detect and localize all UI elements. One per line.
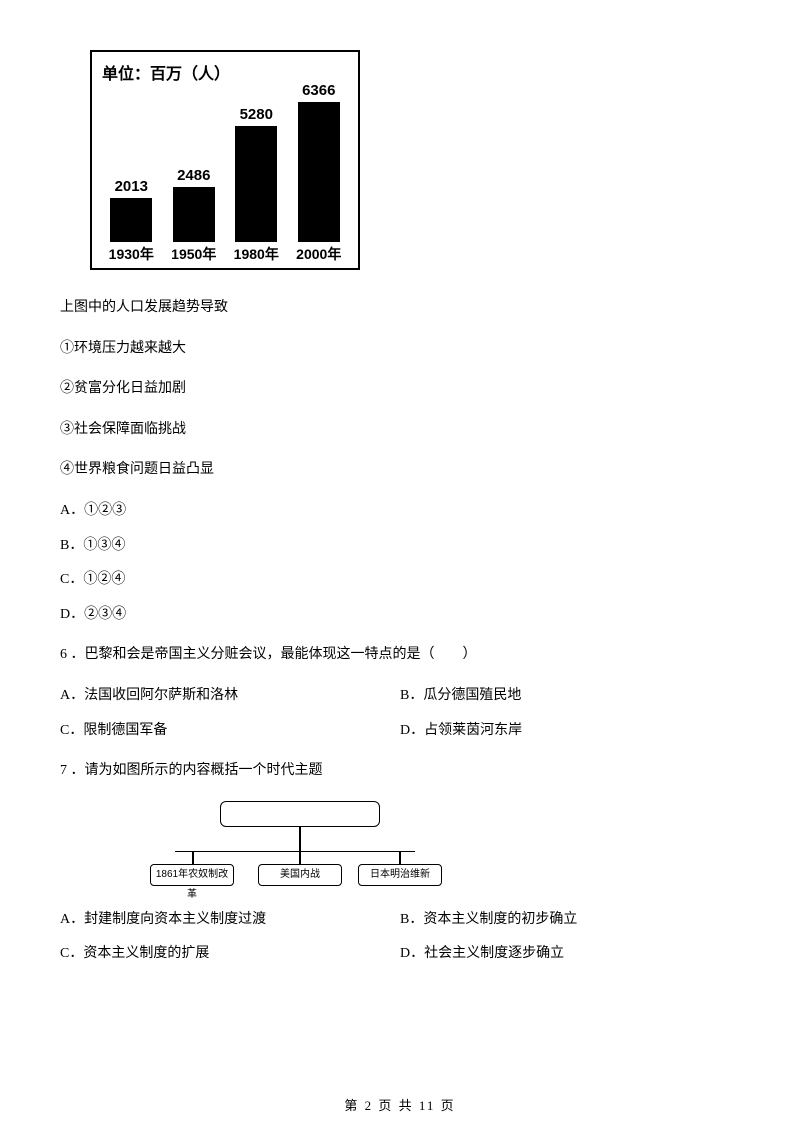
q5-line-1: ①环境压力越来越大 xyxy=(60,336,740,363)
bar-label-3: 2000年 xyxy=(293,244,345,264)
diagram-box-1: 1861年农奴制改革 xyxy=(150,864,234,886)
q6-option-C: C．限制德国军备 xyxy=(60,718,400,745)
diagram-box-2: 美国内战 xyxy=(258,864,342,886)
bar-rect-2 xyxy=(235,126,277,242)
q6-stem: 6 ．巴黎和会是帝国主义分赃会议，最能体现这一特点的是（ ） xyxy=(60,642,740,669)
q6-option-A: A．法国收回阿尔萨斯和洛林 xyxy=(60,683,400,710)
q7-option-C: C．资本主义制度的扩展 xyxy=(60,941,400,968)
q7-diagram: 1861年农奴制改革 美国内战 日本明治维新 xyxy=(160,801,440,891)
q5-option-A: A．①②③ xyxy=(60,498,740,525)
q6-options-row-1: A．法国收回阿尔萨斯和洛林 B．瓜分德国殖民地 xyxy=(60,683,740,710)
bar-0: 2013 xyxy=(105,178,157,242)
bar-3: 6366 xyxy=(293,82,345,242)
page-footer: 第 2 页 共 11 页 xyxy=(0,1095,800,1114)
q7-options-row-1: A．封建制度向资本主义制度过渡 B．资本主义制度的初步确立 xyxy=(60,907,740,934)
q5-option-C: C．①②④ xyxy=(60,567,740,594)
diagram-vline-1 xyxy=(192,851,194,865)
diagram-box-3: 日本明治维新 xyxy=(358,864,442,886)
q7-option-B: B．资本主义制度的初步确立 xyxy=(400,907,577,934)
diagram-vline-2 xyxy=(299,851,301,865)
bar-value-3: 6366 xyxy=(302,82,335,99)
q5-stem: 上图中的人口发展趋势导致 xyxy=(60,295,740,322)
bar-value-1: 2486 xyxy=(177,167,210,184)
bar-label-1: 1950年 xyxy=(168,244,220,264)
diagram-top-box xyxy=(220,801,380,827)
chart-bars-area: 2013 2486 5280 6366 xyxy=(92,77,358,242)
q7-stem: 7 ．请为如图所示的内容概括一个时代主题 xyxy=(60,758,740,785)
bar-2: 5280 xyxy=(230,106,282,242)
diagram-vline-3 xyxy=(399,851,401,865)
bar-label-2: 1980年 xyxy=(230,244,282,264)
q5-line-4: ④世界粮食问题日益凸显 xyxy=(60,457,740,484)
q5-option-B: B．①③④ xyxy=(60,533,740,560)
chart-labels-area: 1930年 1950年 1980年 2000年 xyxy=(92,244,358,264)
diagram-vline-main xyxy=(299,827,301,851)
bar-rect-0 xyxy=(110,198,152,242)
q7-options-row-2: C．资本主义制度的扩展 D．社会主义制度逐步确立 xyxy=(60,941,740,968)
bar-rect-1 xyxy=(173,187,215,242)
q5-option-D: D．②③④ xyxy=(60,602,740,629)
bar-1: 2486 xyxy=(168,167,220,242)
q6-options-row-2: C．限制德国军备 D．占领莱茵河东岸 xyxy=(60,718,740,745)
bar-rect-3 xyxy=(298,102,340,242)
population-chart: 单位：百万（人） 2013 2486 5280 6366 1930年 1950年… xyxy=(90,50,360,270)
bar-label-0: 1930年 xyxy=(105,244,157,264)
q7-option-D: D．社会主义制度逐步确立 xyxy=(400,941,564,968)
q6-option-B: B．瓜分德国殖民地 xyxy=(400,683,521,710)
q5-line-2: ②贫富分化日益加剧 xyxy=(60,376,740,403)
diagram-hline xyxy=(175,851,415,853)
q6-option-D: D．占领莱茵河东岸 xyxy=(400,718,522,745)
bar-value-2: 5280 xyxy=(240,106,273,123)
q7-option-A: A．封建制度向资本主义制度过渡 xyxy=(60,907,400,934)
q5-line-3: ③社会保障面临挑战 xyxy=(60,417,740,444)
bar-value-0: 2013 xyxy=(115,178,148,195)
